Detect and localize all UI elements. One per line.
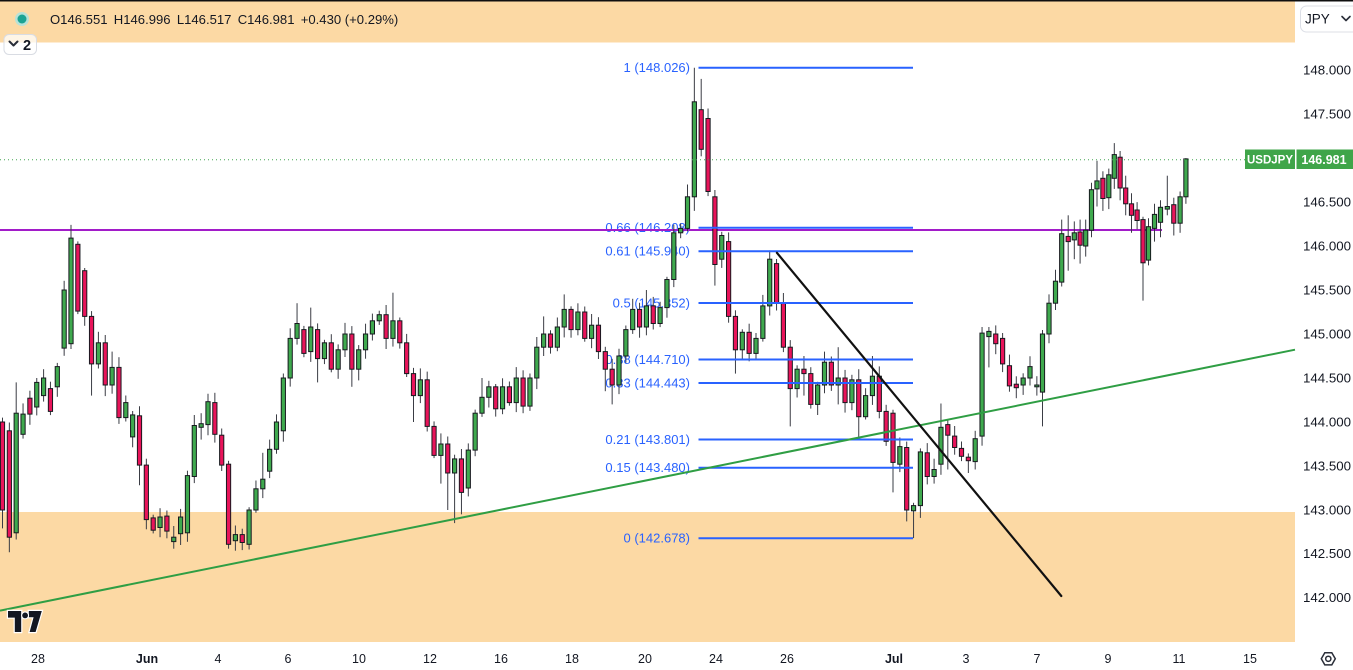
svg-text:145.000: 145.000 xyxy=(1303,326,1351,341)
svg-text:147.500: 147.500 xyxy=(1303,106,1351,121)
svg-text:144.000: 144.000 xyxy=(1303,414,1351,429)
svg-text:O146.551 H146.996 L146.517: O146.551 H146.996 L146.517 C146.981 +0.4… xyxy=(50,12,398,27)
svg-text:20: 20 xyxy=(638,652,652,666)
svg-text:JPY: JPY xyxy=(1305,12,1330,27)
svg-text:6: 6 xyxy=(285,652,292,666)
svg-text:142.000: 142.000 xyxy=(1303,590,1351,605)
svg-text:143.000: 143.000 xyxy=(1303,502,1351,517)
svg-text:0.21 (143.801): 0.21 (143.801) xyxy=(605,432,690,447)
svg-text:146.000: 146.000 xyxy=(1303,238,1351,253)
svg-text:USDJPY: USDJPY xyxy=(1247,155,1293,167)
svg-text:0.5 (145.352): 0.5 (145.352) xyxy=(613,295,690,310)
svg-text:142.500: 142.500 xyxy=(1303,546,1351,561)
svg-text:144.500: 144.500 xyxy=(1303,370,1351,385)
svg-text:28: 28 xyxy=(31,652,45,666)
svg-text:148.000: 148.000 xyxy=(1303,62,1351,77)
svg-text:1 (148.026): 1 (148.026) xyxy=(624,60,691,75)
svg-text:0.33 (144.443): 0.33 (144.443) xyxy=(605,375,690,390)
svg-text:24: 24 xyxy=(709,652,723,666)
svg-text:4: 4 xyxy=(215,652,222,666)
svg-text:9: 9 xyxy=(1105,652,1112,666)
svg-text:11: 11 xyxy=(1173,652,1186,666)
svg-text:16: 16 xyxy=(494,652,508,666)
svg-text:10: 10 xyxy=(352,652,366,666)
svg-text:0.15 (143.480): 0.15 (143.480) xyxy=(605,460,690,475)
svg-text:146.981: 146.981 xyxy=(1301,153,1346,167)
svg-text:0.66 (146.208): 0.66 (146.208) xyxy=(605,220,690,235)
svg-text:15: 15 xyxy=(1243,652,1257,666)
svg-text:26: 26 xyxy=(780,652,794,666)
svg-text:Jun: Jun xyxy=(136,652,158,666)
svg-text:0 (142.678): 0 (142.678) xyxy=(624,531,691,546)
svg-text:143.500: 143.500 xyxy=(1303,458,1351,473)
svg-text:2: 2 xyxy=(23,38,31,54)
svg-text:7: 7 xyxy=(1034,652,1041,666)
svg-text:Jul: Jul xyxy=(885,652,903,666)
svg-text:18: 18 xyxy=(565,652,579,666)
svg-text:12: 12 xyxy=(423,652,437,666)
svg-text:145.500: 145.500 xyxy=(1303,282,1351,297)
svg-text:3: 3 xyxy=(963,652,970,666)
svg-text:146.500: 146.500 xyxy=(1303,194,1351,209)
svg-text:0.61 (145.940): 0.61 (145.940) xyxy=(605,244,690,259)
